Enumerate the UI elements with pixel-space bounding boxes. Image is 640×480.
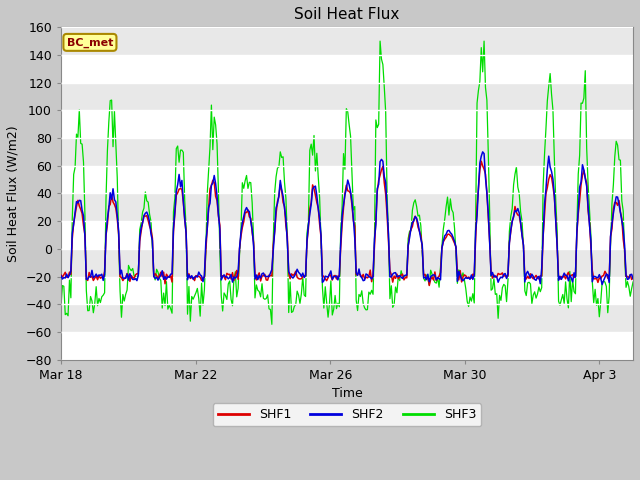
Bar	[61, 166, 633, 193]
Y-axis label: Soil Heat Flux (W/m2): Soil Heat Flux (W/m2)	[7, 125, 20, 262]
Title: Soil Heat Flux: Soil Heat Flux	[294, 7, 400, 22]
Text: BC_met: BC_met	[67, 37, 113, 48]
Legend: SHF1, SHF2, SHF3: SHF1, SHF2, SHF3	[213, 404, 481, 426]
Bar	[61, 276, 633, 304]
X-axis label: Time: Time	[332, 387, 362, 400]
Bar	[61, 332, 633, 360]
Bar	[61, 55, 633, 83]
Bar	[61, 221, 633, 249]
Bar	[61, 110, 633, 138]
